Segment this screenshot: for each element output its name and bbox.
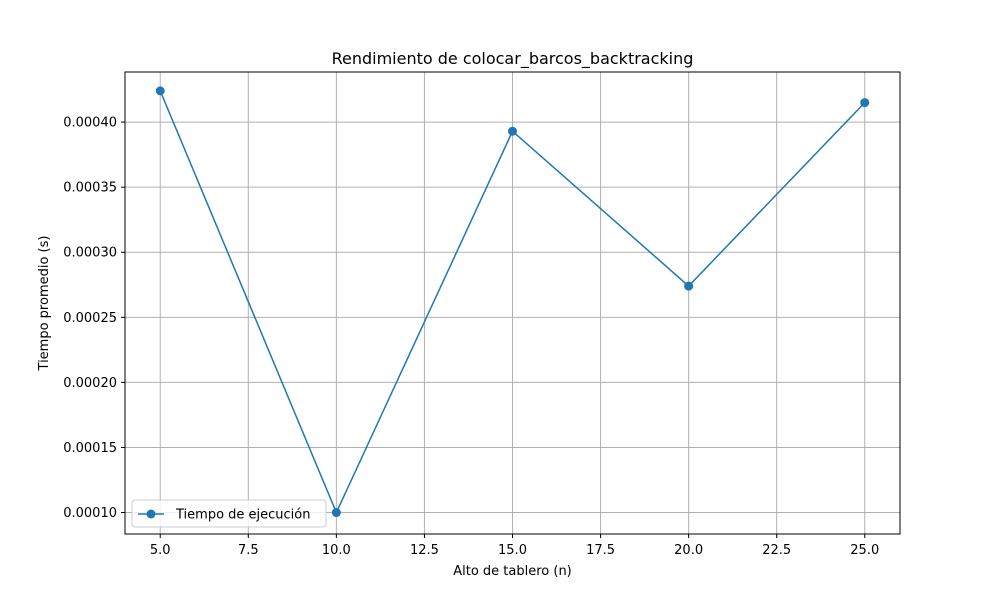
x-tick-label: 25.0 [850, 543, 879, 558]
legend-box [131, 499, 327, 528]
grid [125, 72, 900, 534]
y-tick-label: 0.00035 [63, 181, 117, 196]
chart-title: Rendimiento de colocar_barcos_backtracki… [332, 49, 694, 69]
x-axis-ticks: 5.0 7.5 10.0 12.5 15.0 17.5 20.0 22.5 25.0 [150, 534, 879, 558]
y-tick-label: 0.00040 [63, 116, 117, 131]
y-tick-label: 0.00010 [63, 506, 117, 521]
y-axis-ticks: 0.00010 0.00015 0.00020 0.00025 0.00030 0.000… [63, 116, 125, 521]
data-point [331, 508, 341, 518]
x-axis-label: Alto de tablero (n) [453, 564, 572, 579]
legend: Tiempo de ejecución [131, 499, 327, 528]
y-axis-label: Tiempo promedio (s) [37, 236, 52, 372]
x-tick-label: 20.0 [674, 543, 703, 558]
y-tick-label: 0.00020 [63, 376, 117, 391]
y-tick-label: 0.00025 [63, 311, 117, 326]
series-layer [155, 86, 870, 518]
data-point [155, 86, 165, 96]
x-tick-label: 12.5 [410, 543, 439, 558]
x-tick-label: 5.0 [150, 543, 171, 558]
legend-label: Tiempo de ejecución [175, 508, 310, 523]
x-tick-label: 22.5 [762, 543, 791, 558]
data-point [860, 98, 870, 108]
x-tick-label: 10.0 [322, 543, 351, 558]
x-tick-label: 17.5 [586, 543, 615, 558]
y-tick-label: 0.00030 [63, 246, 117, 261]
data-point [684, 281, 694, 291]
legend-marker-swatch [146, 509, 156, 519]
y-tick-label: 0.00015 [63, 441, 117, 456]
data-point [508, 126, 517, 136]
x-tick-label: 7.5 [238, 543, 259, 558]
x-tick-label: 15.0 [498, 543, 527, 558]
